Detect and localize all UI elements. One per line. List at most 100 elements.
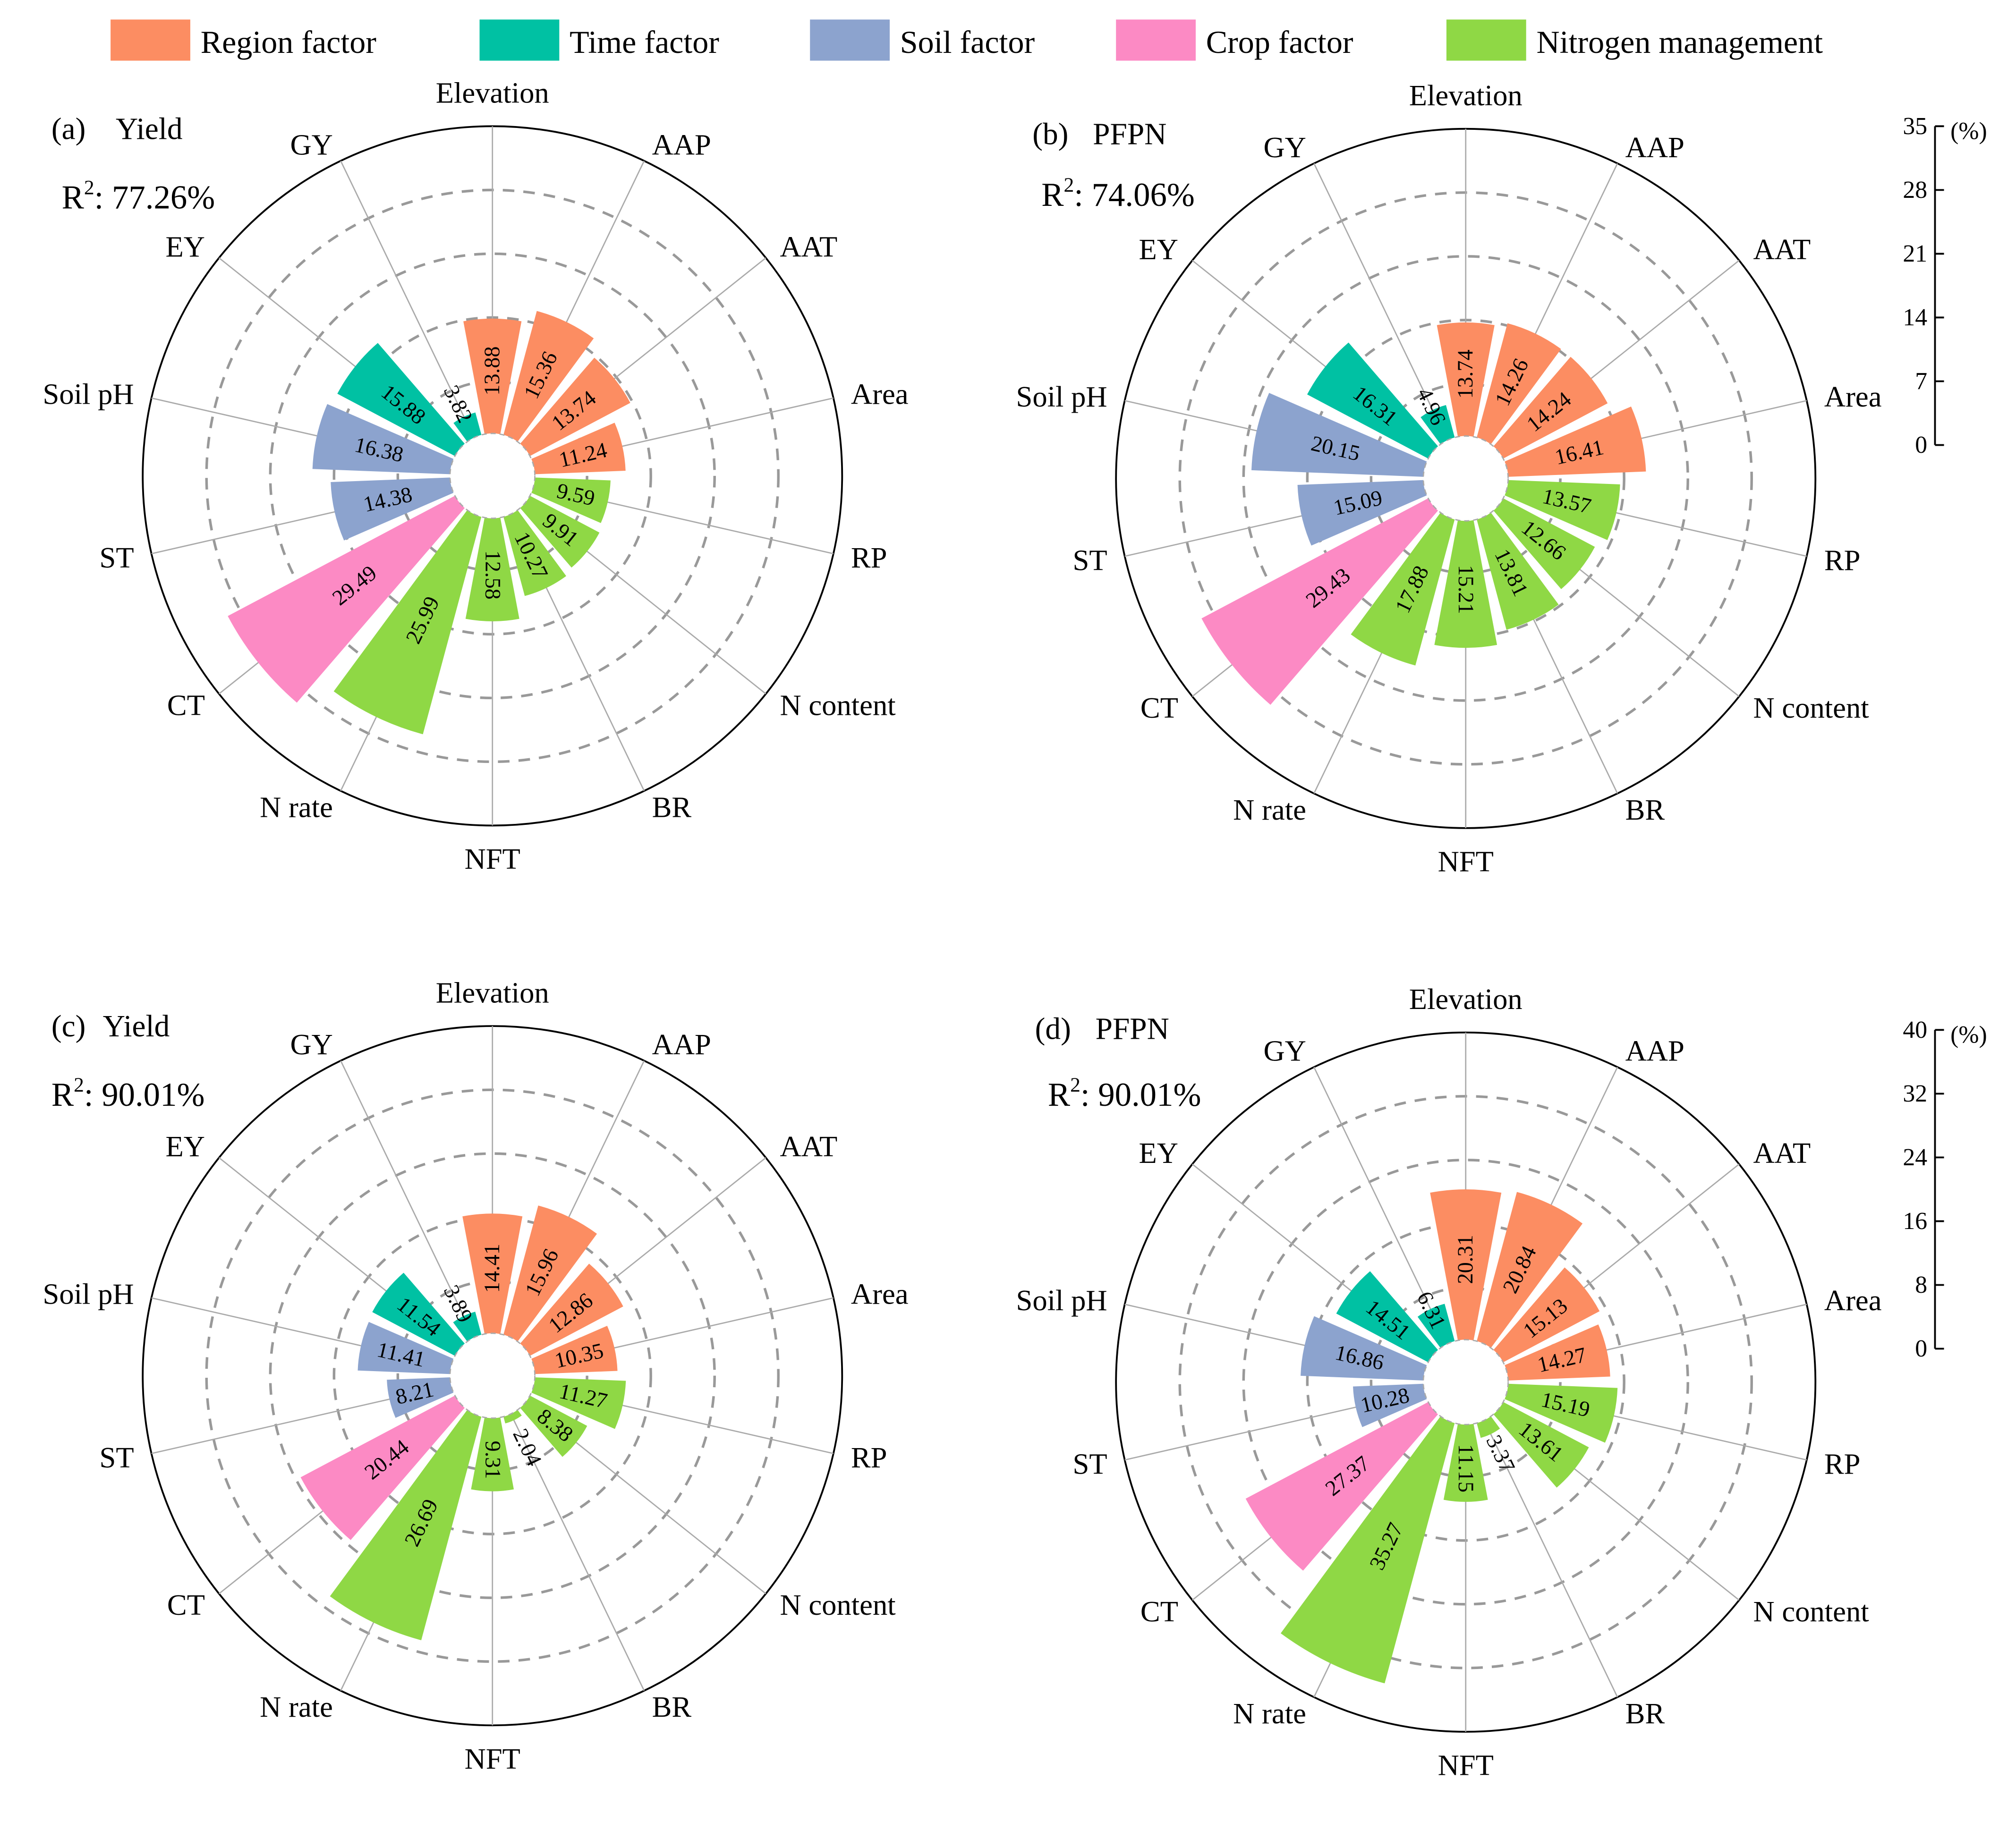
bar-aap (503, 311, 594, 442)
bar-aap (1477, 323, 1561, 444)
bar-value-label: 2.04 (508, 1425, 546, 1470)
bar-elevation (462, 1213, 523, 1334)
category-label: AAT (1753, 233, 1811, 266)
category-label: N content (780, 688, 896, 721)
spoke (1313, 163, 1448, 441)
category-label: AAT (780, 1130, 838, 1163)
panel-title: Yield (103, 1009, 170, 1043)
category-label: Soil pH (43, 1277, 134, 1310)
panel-letter: (c) (51, 1009, 86, 1043)
category-label: ST (100, 1441, 134, 1474)
category-label: CT (1140, 1595, 1178, 1628)
bar-n-content (1493, 498, 1595, 589)
bar-ey (372, 1272, 465, 1356)
axis-tick-label: 40 (1903, 1017, 1927, 1043)
panel-letter: (b) (1032, 117, 1068, 151)
bar-value-label: 13.74 (1454, 349, 1478, 398)
bar-rp (1505, 1383, 1618, 1443)
bar-soil-ph (312, 404, 454, 475)
bar-nft (465, 517, 519, 621)
category-label: EY (165, 230, 204, 263)
category-label: AAP (652, 128, 711, 161)
legend-item-time: Time factor (479, 19, 719, 61)
bar-rp (531, 477, 611, 523)
bar-st (1353, 1383, 1427, 1427)
category-label: Soil pH (43, 378, 134, 411)
spoke (340, 1060, 475, 1338)
category-label: N rate (260, 790, 333, 823)
category-label: Elevation (1409, 983, 1523, 1016)
spoke (510, 1414, 645, 1691)
category-label: NFT (1438, 845, 1494, 878)
category-label: RP (1824, 1448, 1861, 1481)
r-squared-symbol: R (62, 179, 85, 216)
category-label: Elevation (436, 76, 549, 110)
panel-c: 14.41 15.9612.8610.3511.278.382.049.3126.… (43, 976, 909, 1775)
bar-soil-ph (1251, 393, 1427, 477)
bar-st (387, 1377, 454, 1418)
bar-aat (1493, 356, 1608, 459)
category-label: N rate (260, 1690, 333, 1723)
bar-aap (503, 1205, 597, 1342)
r-squared: R2: 90.01% (1048, 1074, 1201, 1113)
category-label: BR (652, 1690, 692, 1723)
legend-item-crop: Crop factor (1116, 19, 1353, 61)
bar-n-rate (333, 510, 482, 735)
category-label: AAT (1753, 1136, 1811, 1170)
axis-tick-label: 8 (1915, 1272, 1927, 1298)
r-squared-value: : 77.26% (94, 179, 215, 216)
panel-d: 20.31 20.8415.1314.2715.1913.613.3711.153… (1016, 983, 1987, 1782)
bar-nft (471, 1417, 514, 1492)
panel-b: 13.74 14.2614.2416.4113.5712.6613.8115.21… (1016, 79, 1987, 878)
axis-tick-label: 24 (1903, 1144, 1927, 1171)
r-squared-superscript: 2 (74, 1074, 84, 1096)
bar-area (531, 1325, 618, 1374)
category-label: NFT (1438, 1749, 1494, 1782)
category-label: Area (851, 378, 909, 411)
bar-n-rate (330, 1410, 482, 1640)
category-label: Elevation (436, 976, 549, 1009)
bar-value-label: 13.88 (480, 346, 504, 395)
category-label: N content (1753, 1595, 1870, 1628)
bar-value-label: 12.58 (480, 551, 504, 600)
bar-value-label: 9.31 (480, 1441, 504, 1479)
grid-circle (269, 1152, 716, 1599)
panel-letter: (d) (1035, 1012, 1071, 1046)
category-label: GY (290, 1028, 332, 1061)
radial-scale-axis: 0 8 16 24 32 40 (%) (1903, 1017, 1987, 1362)
category-label: AAP (1625, 131, 1684, 164)
axis-tick-label: 0 (1915, 1335, 1927, 1362)
bar-br (503, 1410, 522, 1424)
category-label: Soil pH (1016, 380, 1107, 413)
legend-item-soil: Soil factor (810, 19, 1035, 61)
bar-area (1505, 1324, 1610, 1381)
legend-swatch-time (479, 19, 560, 61)
r-squared-value: : 90.01% (84, 1077, 205, 1113)
category-label: N rate (1233, 1697, 1306, 1730)
bar-gy (453, 1312, 482, 1342)
category-label: GY (290, 128, 332, 161)
category-label: NFT (465, 842, 520, 875)
axis-tick-label: 14 (1903, 304, 1927, 331)
bar-n-rate (1280, 1416, 1455, 1684)
r-squared: R2: 90.01% (51, 1074, 205, 1113)
category-label: Soil pH (1016, 1284, 1107, 1317)
category-label: CT (167, 1588, 205, 1621)
category-label: Area (851, 1277, 909, 1310)
legend-label: Time factor (570, 24, 719, 60)
category-label: GY (1263, 1034, 1306, 1068)
category-label: N content (780, 1588, 896, 1621)
bar-gy (453, 412, 482, 442)
r-squared-symbol: R (1041, 177, 1064, 213)
category-label: EY (1139, 233, 1178, 266)
bar-elevation (1437, 322, 1495, 437)
spoke (1483, 1420, 1618, 1698)
center-hole (449, 432, 536, 519)
r-squared-superscript: 2 (1070, 1074, 1080, 1096)
legend-label: Soil factor (900, 24, 1035, 60)
category-label: BR (1625, 793, 1665, 826)
bar-rp (531, 1377, 626, 1429)
bar-st (1297, 480, 1427, 546)
bar-value-label: 3.37 (1481, 1432, 1519, 1476)
category-label: AAT (780, 230, 838, 263)
